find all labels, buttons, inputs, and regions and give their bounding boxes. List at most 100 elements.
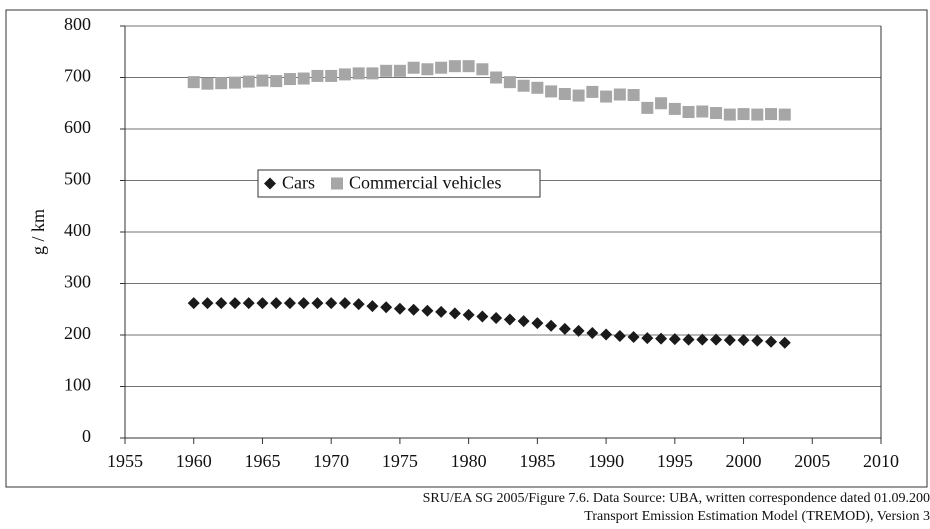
legend-box [257, 169, 541, 198]
data-point [380, 64, 393, 77]
data-point [641, 101, 654, 114]
data-point [435, 61, 448, 74]
source-note: Transport Emission Estimation Model (TRE… [584, 509, 930, 524]
y-axis-label: g / km [28, 209, 48, 255]
data-point [215, 297, 228, 310]
data-point [366, 67, 379, 80]
x-tick-label: 1955 [107, 451, 143, 471]
data-point [655, 332, 668, 345]
data-point [325, 69, 338, 82]
x-tick-label: 2005 [794, 451, 830, 471]
data-point [751, 108, 764, 121]
data-point [283, 73, 296, 86]
data-point [668, 333, 681, 346]
data-point [613, 88, 626, 101]
data-point [201, 77, 214, 90]
data-point [586, 326, 599, 339]
data-point [558, 87, 571, 100]
data-point [270, 75, 283, 88]
data-point [256, 297, 269, 310]
data-point [503, 76, 516, 89]
data-point [311, 69, 324, 82]
data-point [723, 334, 736, 347]
data-point [421, 304, 434, 317]
data-point [490, 312, 503, 325]
data-point [737, 334, 750, 347]
data-point [765, 335, 778, 348]
x-tick-label: 1975 [382, 451, 418, 471]
data-point [545, 85, 558, 98]
data-point [338, 68, 351, 81]
data-point [503, 313, 516, 326]
data-point [325, 297, 338, 310]
data-point [201, 297, 214, 310]
data-point [517, 315, 530, 328]
data-point [462, 308, 475, 321]
data-point [517, 79, 530, 92]
y-tick-label: 500 [64, 169, 91, 189]
data-point [668, 102, 681, 115]
data-point [448, 60, 461, 73]
data-point [407, 61, 420, 74]
y-tick-label: 800 [64, 14, 91, 34]
data-point [737, 108, 750, 121]
data-point [352, 298, 365, 311]
data-point [242, 297, 255, 310]
data-point [393, 64, 406, 77]
data-point [778, 336, 791, 349]
legend-marker [264, 177, 276, 190]
data-point [531, 317, 544, 330]
y-tick-label: 300 [64, 272, 91, 292]
y-tick-label: 100 [64, 375, 91, 395]
data-point [710, 333, 723, 346]
legend-label: Cars [282, 173, 315, 193]
data-point [765, 108, 778, 121]
data-point [778, 108, 791, 121]
y-tick-label: 0 [82, 426, 91, 446]
chart-frame [5, 9, 928, 488]
data-point [600, 328, 613, 341]
data-point [710, 107, 723, 120]
data-point [600, 90, 613, 103]
data-point [311, 297, 324, 310]
legend-label: Commercial vehicles [349, 173, 501, 193]
data-point [421, 63, 434, 76]
data-point [696, 333, 709, 346]
source-note: SRU/EA SG 2005/Figure 7.6. Data Source: … [423, 491, 930, 506]
data-point [338, 297, 351, 310]
data-point [256, 74, 269, 87]
x-tick-label: 1985 [519, 451, 555, 471]
x-tick-label: 1965 [244, 451, 280, 471]
data-point [490, 71, 503, 84]
data-point [682, 106, 695, 119]
data-point [558, 322, 571, 335]
data-point [297, 72, 310, 85]
data-point [352, 67, 365, 80]
data-point [751, 334, 764, 347]
data-point [572, 324, 585, 337]
x-tick-label: 2010 [863, 451, 899, 471]
data-point [187, 76, 200, 89]
data-point [476, 63, 489, 76]
data-point [572, 89, 585, 102]
data-point [435, 305, 448, 318]
data-point [627, 89, 640, 102]
data-point [448, 307, 461, 320]
y-tick-label: 400 [64, 220, 91, 240]
data-point [723, 108, 736, 121]
data-point [655, 97, 668, 110]
data-point [283, 297, 296, 310]
data-point [215, 77, 228, 90]
data-point [242, 75, 255, 88]
data-point [545, 319, 558, 332]
data-point [270, 297, 283, 310]
data-point [641, 332, 654, 345]
data-point [476, 310, 489, 323]
data-point [531, 81, 544, 94]
data-point [228, 76, 241, 89]
data-point [393, 302, 406, 315]
data-point [228, 297, 241, 310]
legend-marker [331, 177, 343, 190]
